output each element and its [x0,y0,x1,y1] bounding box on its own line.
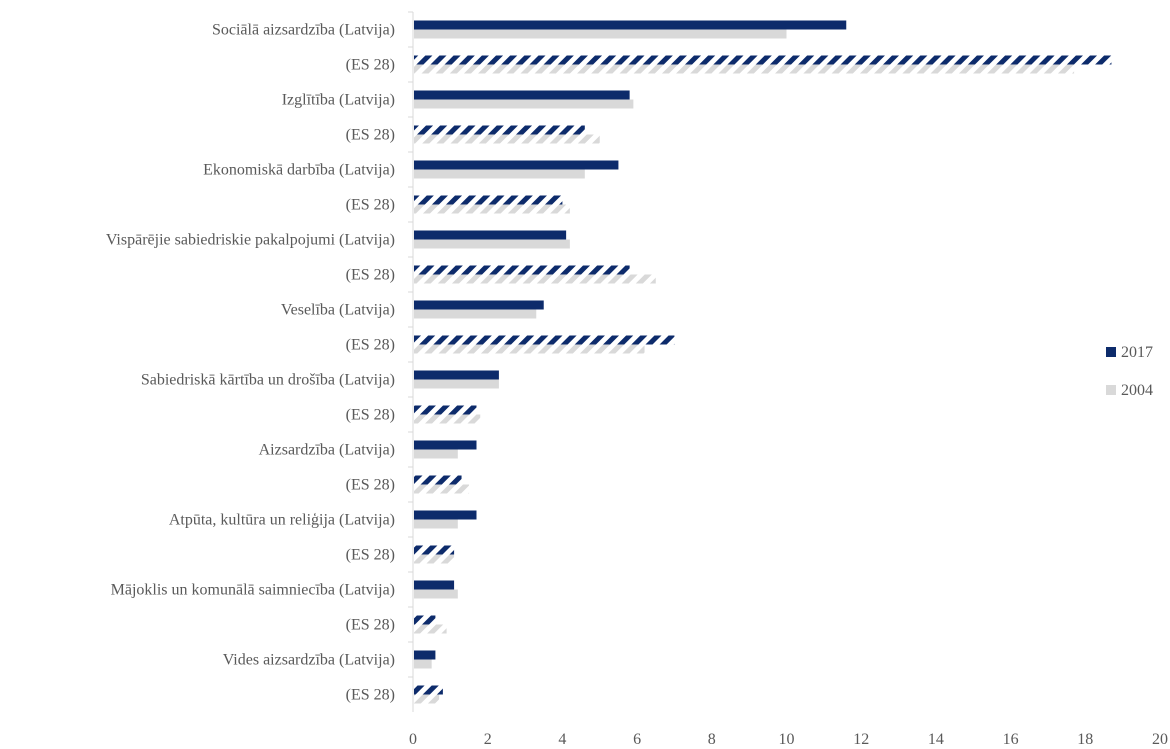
category-label: Mājoklis un komunālā saimniecība (Latvij… [111,582,395,599]
category-label: Vides aizsardzība (Latvija) [223,652,395,669]
category-label: Vispārējie sabiedriskie pakalpojumi (Lat… [106,232,395,249]
x-tick-label: 10 [779,731,795,748]
category-label: (ES 28) [346,477,395,494]
legend: 2017 2004 [1106,344,1153,399]
bar-2017-5 [414,195,563,205]
legend-swatch-2017 [1106,347,1116,357]
x-tick-label: 12 [853,731,869,748]
x-tick-label: 20 [1152,731,1168,748]
legend-label-2017: 2017 [1121,344,1153,361]
bar-2004-14 [414,519,458,529]
category-label: (ES 28) [346,687,395,704]
category-label: Atpūta, kultūra un reliģija (Latvija) [169,512,395,529]
bar-2004-1 [414,64,1075,74]
bar-2017-3 [414,125,585,135]
category-label: Sabiedriskā kārtība un drošība (Latvija) [141,372,395,389]
bar-2004-16 [414,589,458,599]
category-label: (ES 28) [346,57,395,74]
category-label: Sociālā aizsardzība (Latvija) [212,22,395,39]
category-label: (ES 28) [346,407,395,424]
category-label: Veselība (Latvija) [281,302,395,319]
bar-2004-10 [414,379,499,389]
bar-2004-5 [414,204,570,214]
x-tick-label: 4 [558,731,566,748]
bar-2004-2 [414,99,634,109]
x-tick-label: 16 [1003,731,1019,748]
category-label: Aizsardzība (Latvija) [259,442,395,459]
bar-2004-8 [414,309,537,319]
bar-2017-4 [414,160,619,170]
category-label: (ES 28) [346,617,395,634]
bar-2017-16 [414,580,455,590]
bar-2004-13 [414,484,470,494]
bar-2004-6 [414,239,570,249]
bar-2004-11 [414,414,481,424]
x-tick-labels: 0 2 4 6 8 10 12 14 16 18 20 [409,731,1168,748]
bar-2004-17 [414,624,447,634]
category-label: (ES 28) [346,267,395,284]
x-tick-label: 8 [708,731,716,748]
category-label: (ES 28) [346,547,395,564]
legend-swatch-2004 [1106,385,1116,395]
bar-2017-1 [414,55,1112,65]
bar-2017-18 [414,650,436,660]
bar-2004-3 [414,134,600,144]
x-tick-label: 14 [928,731,944,748]
bar-2017-11 [414,405,477,415]
bar-2004-19 [414,694,440,704]
bar-2004-0 [414,29,787,39]
bar-2017-2 [414,90,630,100]
category-labels: Sociālā aizsardzība (Latvija) (ES 28) Izgl… [106,22,395,704]
x-tick-label: 18 [1077,731,1093,748]
x-tick-label: 0 [409,731,417,748]
category-label: Izglītība (Latvija) [282,92,395,109]
bar-2004-12 [414,449,458,459]
bar-2017-15 [414,545,455,555]
bar-2004-15 [414,554,455,564]
bar-2017-12 [414,440,477,450]
bar-2004-18 [414,659,432,669]
bars-group [408,11,1112,704]
legend-label-2004: 2004 [1121,382,1153,399]
x-tick-label: 2 [484,731,492,748]
category-label: (ES 28) [346,127,395,144]
bar-2017-19 [414,685,443,695]
bar-2017-0 [414,20,847,30]
bar-2004-9 [414,344,645,354]
bar-2004-4 [414,169,585,179]
category-label: (ES 28) [346,197,395,214]
bar-2017-7 [414,265,630,275]
bar-2017-8 [414,300,544,310]
bar-2017-14 [414,510,477,520]
bar-2017-13 [414,475,462,485]
bar-2017-17 [414,615,436,625]
bar-2004-7 [414,274,656,284]
x-tick-label: 6 [633,731,641,748]
bar-2017-6 [414,230,567,240]
category-label: Ekonomiskā darbība (Latvija) [203,162,395,179]
bar-2017-9 [414,335,675,345]
category-label: (ES 28) [346,337,395,354]
bar-2017-10 [414,370,499,380]
